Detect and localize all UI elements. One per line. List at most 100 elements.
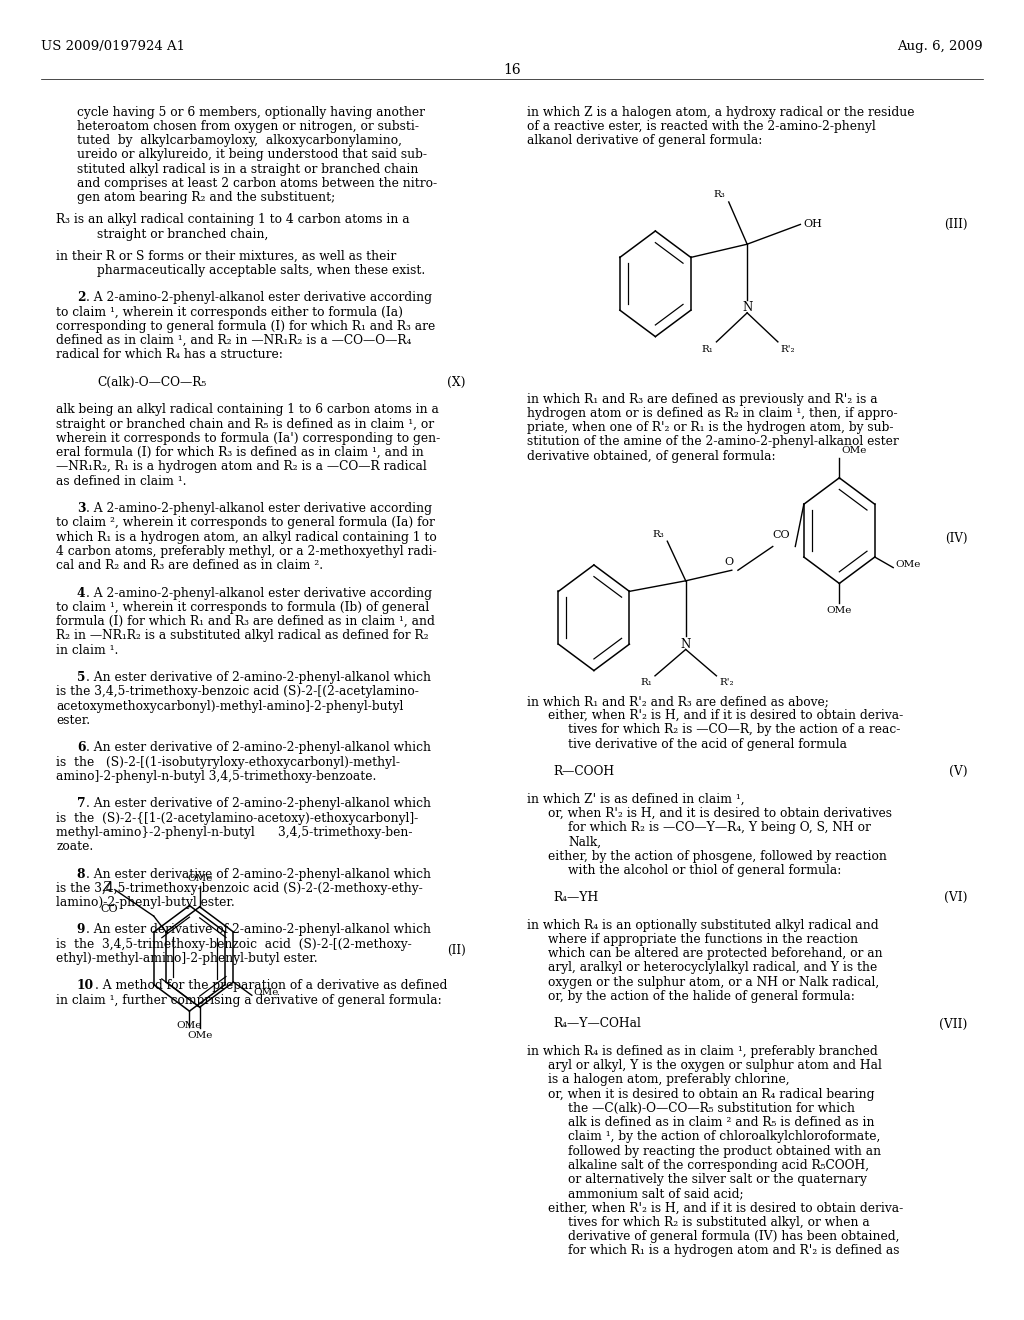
Text: —NR₁R₂, R₁ is a hydrogen atom and R₂ is a —CO—R radical: —NR₁R₂, R₁ is a hydrogen atom and R₂ is … bbox=[56, 461, 427, 474]
Text: cycle having 5 or 6 members, optionally having another: cycle having 5 or 6 members, optionally … bbox=[77, 106, 425, 119]
Text: OMe: OMe bbox=[187, 1031, 212, 1040]
Text: or, when it is desired to obtain an R₄ radical bearing: or, when it is desired to obtain an R₄ r… bbox=[548, 1088, 874, 1101]
Text: defined as in claim ¹, and R₂ in —NR₁R₂ is a —CO—O—R₄: defined as in claim ¹, and R₂ in —NR₁R₂ … bbox=[56, 334, 412, 347]
Text: to claim ¹, wherein it corresponds either to formula (Ia): to claim ¹, wherein it corresponds eithe… bbox=[56, 306, 403, 318]
Text: derivative obtained, of general formula:: derivative obtained, of general formula: bbox=[527, 450, 776, 462]
Text: in which R₁ and R₃ are defined as previously and R'₂ is a: in which R₁ and R₃ are defined as previo… bbox=[527, 392, 878, 405]
Text: which can be altered are protected beforehand, or an: which can be altered are protected befor… bbox=[548, 948, 883, 960]
Text: heteroatom chosen from oxygen or nitrogen, or substi-: heteroatom chosen from oxygen or nitroge… bbox=[77, 120, 419, 133]
Text: 6: 6 bbox=[77, 742, 85, 754]
Text: R₄—YH: R₄—YH bbox=[553, 891, 598, 904]
Text: (II): (II) bbox=[447, 944, 466, 957]
Text: CO: CO bbox=[100, 904, 118, 915]
Text: formula (I) for which R₁ and R₃ are defined as in claim ¹, and: formula (I) for which R₁ and R₃ are defi… bbox=[56, 615, 435, 628]
Text: in which R₁ and R'₂ and R₃ are defined as above;: in which R₁ and R'₂ and R₃ are defined a… bbox=[527, 694, 829, 708]
Text: . An ester derivative of 2-amino-2-phenyl-alkanol which: . An ester derivative of 2-amino-2-pheny… bbox=[86, 867, 431, 880]
Text: aryl, aralkyl or heterocyclylalkyl radical, and Y is the: aryl, aralkyl or heterocyclylalkyl radic… bbox=[548, 961, 878, 974]
Text: stituted alkyl radical is in a straight or branched chain: stituted alkyl radical is in a straight … bbox=[77, 162, 418, 176]
Text: (III): (III) bbox=[944, 218, 968, 231]
Text: . An ester derivative of 2-amino-2-phenyl-alkanol which: . An ester derivative of 2-amino-2-pheny… bbox=[86, 742, 431, 754]
Text: or, when R'₂ is H, and it is desired to obtain derivatives: or, when R'₂ is H, and it is desired to … bbox=[548, 807, 892, 820]
Text: priate, when one of R'₂ or R₁ is the hydrogen atom, by sub-: priate, when one of R'₂ or R₁ is the hyd… bbox=[527, 421, 894, 434]
Text: is a halogen atom, preferably chlorine,: is a halogen atom, preferably chlorine, bbox=[548, 1073, 790, 1086]
Text: in which Z is a halogen atom, a hydroxy radical or the residue: in which Z is a halogen atom, a hydroxy … bbox=[527, 106, 914, 119]
Text: derivative of general formula (IV) has been obtained,: derivative of general formula (IV) has b… bbox=[568, 1230, 900, 1243]
Text: R'₂: R'₂ bbox=[781, 345, 796, 354]
Text: amino]-2-phenyl-n-butyl 3,4,5-trimethoxy-benzoate.: amino]-2-phenyl-n-butyl 3,4,5-trimethoxy… bbox=[56, 770, 377, 783]
Text: 7: 7 bbox=[77, 797, 85, 810]
Text: for which R₁ is a hydrogen atom and R'₂ is defined as: for which R₁ is a hydrogen atom and R'₂ … bbox=[568, 1245, 900, 1258]
Text: 4: 4 bbox=[77, 586, 85, 599]
Text: pharmaceutically acceptable salts, when these exist.: pharmaceutically acceptable salts, when … bbox=[97, 264, 426, 277]
Text: OMe: OMe bbox=[895, 561, 921, 569]
Text: stitution of the amine of the 2-amino-2-phenyl-alkanol ester: stitution of the amine of the 2-amino-2-… bbox=[527, 436, 899, 449]
Text: of a reactive ester, is reacted with the 2-amino-2-phenyl: of a reactive ester, is reacted with the… bbox=[527, 120, 877, 133]
Text: is the 3,4,5-trimethoxy-benzoic acid (S)-2-(2-methoxy-ethy-: is the 3,4,5-trimethoxy-benzoic acid (S)… bbox=[56, 882, 423, 895]
Text: R₂ in —NR₁R₂ is a substituted alkyl radical as defined for R₂: R₂ in —NR₁R₂ is a substituted alkyl radi… bbox=[56, 630, 429, 643]
Text: R'₂: R'₂ bbox=[720, 678, 734, 688]
Text: R₃: R₃ bbox=[652, 529, 665, 539]
Text: R—COOH: R—COOH bbox=[553, 766, 614, 777]
Text: R₁: R₁ bbox=[701, 345, 714, 354]
Text: either, when R'₂ is H, and if it is desired to obtain deriva-: either, when R'₂ is H, and if it is desi… bbox=[548, 709, 903, 722]
Text: in their R or S forms or their mixtures, as well as their: in their R or S forms or their mixtures,… bbox=[56, 249, 396, 263]
Text: with the alcohol or thiol of general formula:: with the alcohol or thiol of general for… bbox=[568, 863, 842, 876]
Text: (VII): (VII) bbox=[939, 1018, 968, 1031]
Text: tives for which R₂ is —CO—R, by the action of a reac-: tives for which R₂ is —CO—R, by the acti… bbox=[568, 723, 901, 737]
Text: Nalk,: Nalk, bbox=[568, 836, 601, 849]
Text: eral formula (I) for which R₃ is defined as in claim ¹, and in: eral formula (I) for which R₃ is defined… bbox=[56, 446, 424, 459]
Text: ester.: ester. bbox=[56, 714, 90, 727]
Text: in which R₄ is defined as in claim ¹, preferably branched: in which R₄ is defined as in claim ¹, pr… bbox=[527, 1045, 879, 1057]
Text: . A 2-amino-2-phenyl-alkanol ester derivative according: . A 2-amino-2-phenyl-alkanol ester deriv… bbox=[86, 586, 432, 599]
Text: . An ester derivative of 2-amino-2-phenyl-alkanol which: . An ester derivative of 2-amino-2-pheny… bbox=[86, 924, 431, 936]
Text: straight or branched chain,: straight or branched chain, bbox=[97, 227, 268, 240]
Text: to claim ¹, wherein it corresponds to formula (Ib) of general: to claim ¹, wherein it corresponds to fo… bbox=[56, 601, 430, 614]
Text: O: O bbox=[724, 557, 733, 568]
Text: CO: CO bbox=[773, 529, 791, 540]
Text: N: N bbox=[681, 638, 691, 651]
Text: 9: 9 bbox=[77, 924, 85, 936]
Text: either, when R'₂ is H, and if it is desired to obtain deriva-: either, when R'₂ is H, and if it is desi… bbox=[548, 1201, 903, 1214]
Text: . A 2-amino-2-phenyl-alkanol ester derivative according: . A 2-amino-2-phenyl-alkanol ester deriv… bbox=[86, 292, 432, 305]
Text: alkanol derivative of general formula:: alkanol derivative of general formula: bbox=[527, 135, 763, 147]
Text: R₁: R₁ bbox=[640, 678, 652, 688]
Text: OMe: OMe bbox=[826, 606, 852, 615]
Text: or, by the action of the halide of general formula:: or, by the action of the halide of gener… bbox=[548, 990, 855, 1003]
Text: tive derivative of the acid of general formula: tive derivative of the acid of general f… bbox=[568, 738, 847, 751]
Text: wherein it corresponds to formula (Ia') corresponding to gen-: wherein it corresponds to formula (Ia') … bbox=[56, 432, 440, 445]
Text: . A 2-amino-2-phenyl-alkanol ester derivative according: . A 2-amino-2-phenyl-alkanol ester deriv… bbox=[86, 502, 432, 515]
Text: acetoxymethoxycarbonyl)-methyl-amino]-2-phenyl-butyl: acetoxymethoxycarbonyl)-methyl-amino]-2-… bbox=[56, 700, 403, 713]
Text: 3: 3 bbox=[77, 502, 85, 515]
Text: in claim ¹, further comprising a derivative of general formula:: in claim ¹, further comprising a derivat… bbox=[56, 994, 442, 1007]
Text: OMe: OMe bbox=[177, 1020, 202, 1030]
Text: alkaline salt of the corresponding acid R₅COOH,: alkaline salt of the corresponding acid … bbox=[568, 1159, 869, 1172]
Text: oxygen or the sulphur atom, or a NH or Nalk radical,: oxygen or the sulphur atom, or a NH or N… bbox=[548, 975, 879, 989]
Text: the —C(alk)-O—CO—R₅ substitution for which: the —C(alk)-O—CO—R₅ substitution for whi… bbox=[568, 1102, 855, 1115]
Text: in which R₄ is an optionally substituted alkyl radical and: in which R₄ is an optionally substituted… bbox=[527, 919, 879, 932]
Text: is  the   (S)-2-[(1-isobutyryloxy-ethoxycarbonyl)-methyl-: is the (S)-2-[(1-isobutyryloxy-ethoxycar… bbox=[56, 755, 400, 768]
Text: straight or branched chain and R₅ is defined as in claim ¹, or: straight or branched chain and R₅ is def… bbox=[56, 417, 434, 430]
Text: lamino)-2-phenyl-butyl ester.: lamino)-2-phenyl-butyl ester. bbox=[56, 896, 236, 909]
Text: 4 carbon atoms, preferably methyl, or a 2-methoxyethyl radi-: 4 carbon atoms, preferably methyl, or a … bbox=[56, 545, 437, 558]
Text: tuted  by  alkylcarbamoyloxy,  alkoxycarbonylamino,: tuted by alkylcarbamoyloxy, alkoxycarbon… bbox=[77, 135, 401, 147]
Text: aryl or alkyl, Y is the oxygen or sulphur atom and Hal: aryl or alkyl, Y is the oxygen or sulphu… bbox=[548, 1059, 882, 1072]
Text: which R₁ is a hydrogen atom, an alkyl radical containing 1 to: which R₁ is a hydrogen atom, an alkyl ra… bbox=[56, 531, 437, 544]
Text: gen atom bearing R₂ and the substituent;: gen atom bearing R₂ and the substituent; bbox=[77, 191, 335, 205]
Text: methyl-amino}-2-phenyl-n-butyl      3,4,5-trimethoxy-ben-: methyl-amino}-2-phenyl-n-butyl 3,4,5-tri… bbox=[56, 826, 413, 838]
Text: R₄—Y—COHal: R₄—Y—COHal bbox=[553, 1018, 641, 1031]
Text: claim ¹, by the action of chloroalkylchloroformate,: claim ¹, by the action of chloroalkylchl… bbox=[568, 1130, 881, 1143]
Text: alk being an alkyl radical containing 1 to 6 carbon atoms in a: alk being an alkyl radical containing 1 … bbox=[56, 404, 439, 416]
Text: ammonium salt of said acid;: ammonium salt of said acid; bbox=[568, 1188, 744, 1200]
Text: OMe: OMe bbox=[254, 989, 280, 997]
Text: is  the  3,4,5-trimethoxy-benzoic  acid  (S)-2-[(2-methoxy-: is the 3,4,5-trimethoxy-benzoic acid (S)… bbox=[56, 937, 412, 950]
Text: tives for which R₂ is substituted alkyl, or when a: tives for which R₂ is substituted alkyl,… bbox=[568, 1216, 870, 1229]
Text: 16: 16 bbox=[503, 63, 521, 78]
Text: OMe: OMe bbox=[842, 446, 866, 455]
Text: for which R₂ is —CO—Y—R₄, Y being O, S, NH or: for which R₂ is —CO—Y—R₄, Y being O, S, … bbox=[568, 821, 871, 834]
Text: 10: 10 bbox=[77, 979, 94, 993]
Text: Z: Z bbox=[102, 880, 111, 894]
Text: and comprises at least 2 carbon atoms between the nitro-: and comprises at least 2 carbon atoms be… bbox=[77, 177, 437, 190]
Text: radical for which R₄ has a structure:: radical for which R₄ has a structure: bbox=[56, 348, 284, 362]
Text: followed by reacting the product obtained with an: followed by reacting the product obtaine… bbox=[568, 1144, 882, 1158]
Text: alk is defined as in claim ² and R₅ is defined as in: alk is defined as in claim ² and R₅ is d… bbox=[568, 1117, 874, 1129]
